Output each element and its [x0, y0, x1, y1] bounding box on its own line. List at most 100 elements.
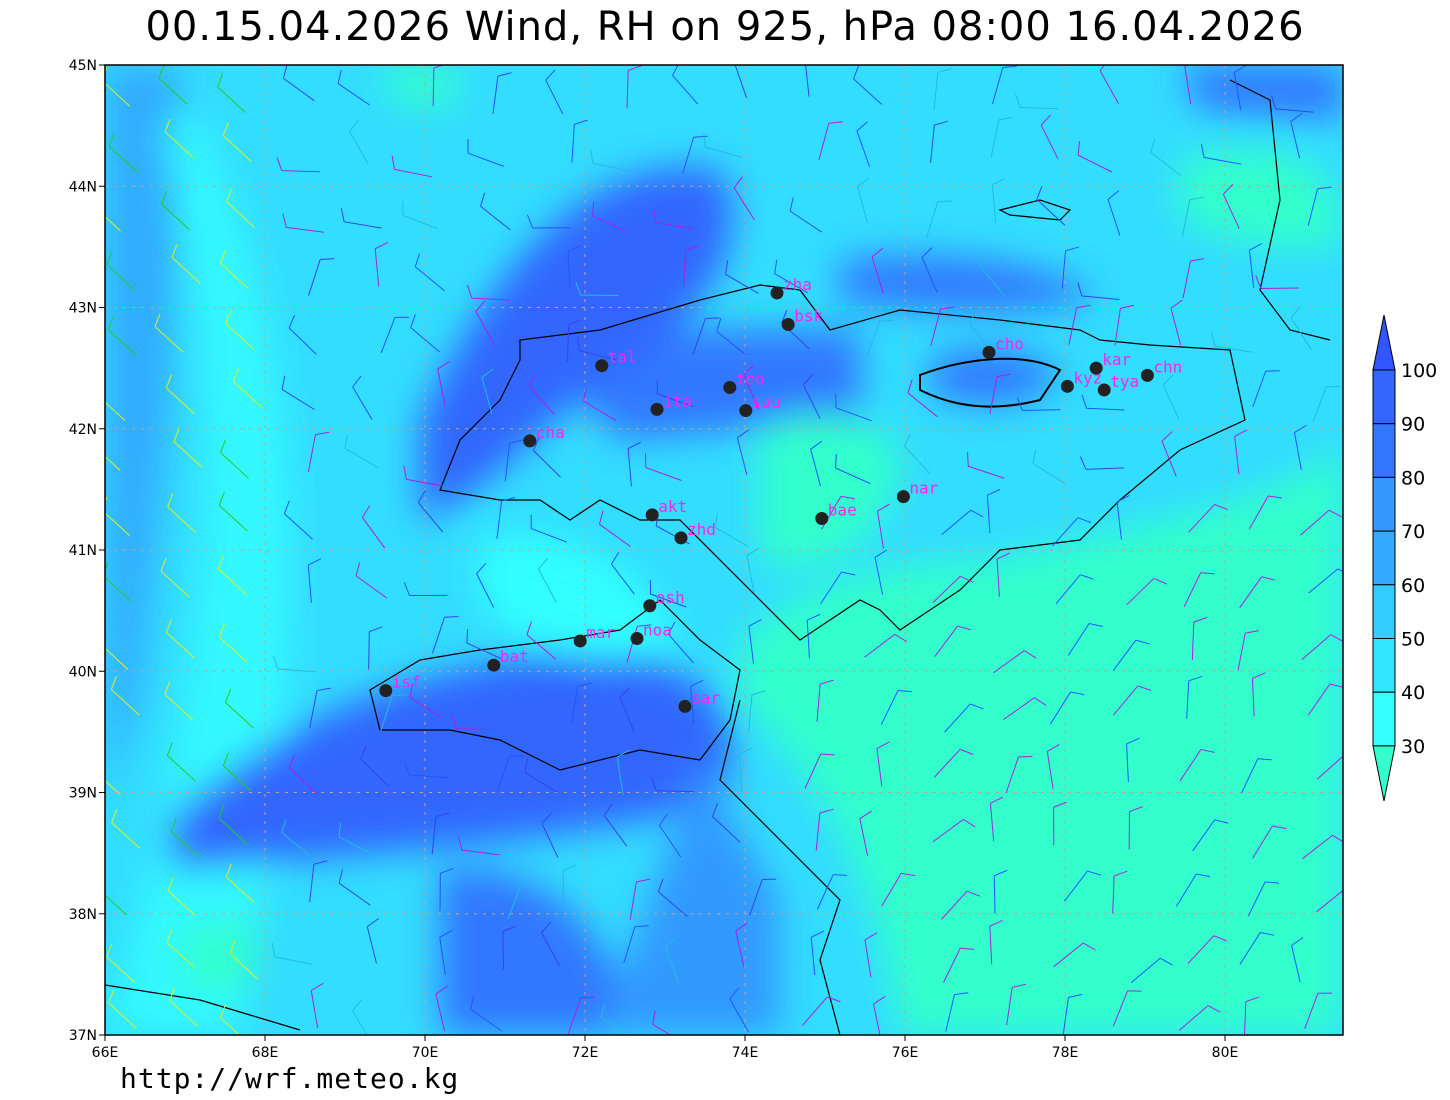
wind-barb-flag — [229, 940, 236, 954]
wind-barb — [406, 478, 444, 487]
wind-barb-flag — [1159, 957, 1173, 966]
station-marker — [723, 381, 737, 395]
station-label: teo — [736, 370, 765, 389]
wind-barb-flag — [737, 429, 749, 439]
wind-barb-flag — [1170, 299, 1183, 309]
wind-barb — [1300, 509, 1330, 536]
wind-barb-flag — [960, 575, 974, 583]
wind-barb — [656, 790, 695, 793]
wind-barb — [1191, 622, 1195, 661]
wind-barb-flag — [650, 777, 657, 791]
wind-barb-flag — [288, 314, 296, 329]
wind-barb-flag — [226, 188, 233, 202]
map-title: 00.15.04.2026 Wind, RH on 925, hPa 08:00… — [145, 4, 1305, 50]
wind-barb — [1175, 873, 1197, 907]
wind-barb — [541, 823, 559, 858]
wind-barb-flag — [1291, 937, 1304, 946]
wind-barb — [105, 216, 121, 232]
wind-barb — [1184, 66, 1192, 105]
wind-barb-flag — [217, 555, 224, 570]
wind-barb — [167, 890, 197, 917]
wind-barb — [1040, 124, 1059, 160]
wind-barb-flag — [1126, 737, 1140, 745]
wind-barb-flag — [1190, 258, 1205, 262]
wind-barb-flag — [281, 375, 286, 390]
wind-barb — [583, 400, 617, 422]
wind-barb — [1244, 1001, 1247, 1035]
wind-barb-flag — [1234, 65, 1247, 73]
wind-barb-flag — [1034, 697, 1047, 706]
station-marker — [1089, 361, 1103, 375]
wind-barb — [682, 137, 695, 174]
wind-barb-flag — [1135, 639, 1150, 645]
wind-barb-flag — [1077, 141, 1080, 156]
wind-barb-flag — [1346, 888, 1358, 895]
wind-barb-flag — [580, 996, 595, 999]
wind-barb — [338, 882, 371, 906]
colorbar-label: 40 — [1401, 682, 1425, 704]
wind-barb-flag — [1015, 94, 1021, 108]
wind-barb — [1203, 156, 1242, 165]
wind-barb-flag — [374, 242, 388, 250]
wind-barb-flag — [960, 947, 975, 950]
wind-barb — [1312, 386, 1327, 423]
wind-barb — [1237, 633, 1246, 671]
wind-barb — [1126, 577, 1155, 606]
wind-barb — [355, 575, 388, 599]
wind-barb — [1186, 680, 1190, 719]
wind-barb-flag — [664, 937, 676, 948]
station-label: bat — [500, 647, 529, 666]
wind-barb-flag — [283, 500, 290, 514]
wind-barb — [394, 168, 432, 178]
wind-barb — [288, 327, 317, 355]
wind-barb-flag — [315, 431, 330, 436]
wind-barb-flag — [857, 177, 870, 187]
wind-barb — [1192, 819, 1216, 852]
wind-barb-flag — [1081, 394, 1087, 409]
wind-barb — [220, 1017, 241, 1035]
wind-barb — [993, 650, 1025, 674]
wind-barb — [934, 749, 961, 778]
wind-barb-flag — [232, 368, 239, 382]
wind-barb-flag — [1150, 138, 1156, 153]
wind-barb-flag — [458, 836, 463, 851]
wind-barb — [1183, 572, 1202, 608]
wind-barb-flag — [617, 749, 630, 758]
wind-barb — [864, 633, 896, 658]
wind-barb — [1239, 932, 1261, 965]
colorbar-segment — [1372, 530, 1396, 586]
wind-barb — [538, 568, 557, 603]
wind-barb — [1052, 517, 1079, 547]
wind-barb-flag — [734, 53, 745, 62]
wind-barb — [1063, 870, 1088, 902]
wind-barb — [736, 437, 748, 475]
wind-barb-flag — [963, 818, 976, 828]
wind-barb — [220, 452, 249, 479]
wind-barb — [160, 570, 190, 598]
wind-barb — [361, 517, 386, 549]
wind-barb — [1112, 639, 1137, 671]
wind-barb-flag — [907, 379, 913, 394]
wind-barb-flag — [937, 68, 952, 73]
wind-barb — [410, 327, 441, 353]
wind-barb — [881, 873, 902, 907]
wind-barb-flag — [532, 437, 540, 451]
wind-barb — [432, 617, 445, 654]
wind-barb-flag — [827, 996, 841, 1003]
wind-barb-flag — [167, 493, 174, 508]
wind-barb-flag — [481, 368, 494, 378]
wind-barb — [1239, 576, 1263, 609]
lat-tick-label: 45N — [69, 58, 97, 74]
wind-barb — [504, 443, 511, 482]
source-url[interactable]: http://wrf.meteo.kg — [120, 1062, 460, 1095]
wind-barb-flag — [657, 878, 664, 892]
wind-barb — [307, 434, 316, 473]
wind-barb-flag — [990, 796, 1004, 804]
wind-barb — [907, 392, 938, 418]
wind-barb — [599, 523, 631, 547]
wind-barb-flag — [980, 253, 988, 267]
wind-barb-flag — [108, 133, 115, 147]
wind-barb-flag — [592, 201, 595, 216]
wind-barb-flag — [1047, 743, 1060, 752]
wind-barb — [307, 564, 312, 603]
